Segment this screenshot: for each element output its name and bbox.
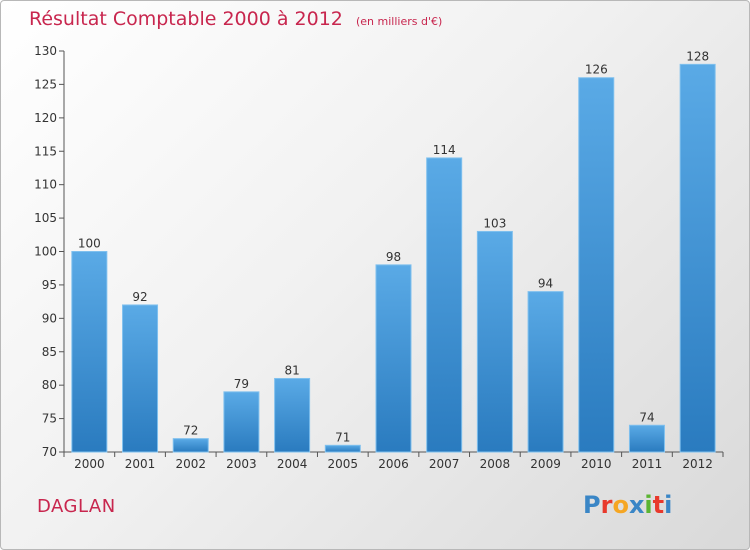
y-tick-label: 130 (34, 44, 57, 58)
value-label-2001: 92 (132, 290, 147, 304)
y-tick-label: 75 (42, 412, 57, 426)
value-label-2012: 128 (686, 49, 709, 63)
value-label-2010: 126 (585, 63, 608, 77)
chart-title: Résultat Comptable 2000 à 2012 (29, 8, 343, 30)
y-tick-label: 90 (42, 311, 57, 325)
value-label-2006: 98 (386, 250, 401, 264)
commune-name: DAGLAN (37, 496, 116, 517)
bar-2012 (679, 63, 716, 453)
y-tick-label: 120 (34, 111, 57, 125)
y-tick-label: 110 (34, 178, 57, 192)
x-tick-label-2005: 2005 (328, 457, 359, 471)
y-tick-label: 85 (42, 345, 57, 359)
bar-2005 (324, 444, 361, 453)
bar-2008 (476, 230, 513, 453)
x-tick-label-2001: 2001 (125, 457, 156, 471)
value-label-2000: 100 (78, 237, 101, 251)
y-tick-label: 70 (42, 445, 57, 459)
y-tick-label: 105 (34, 211, 57, 225)
x-tick-label-2009: 2009 (530, 457, 561, 471)
logo-letter: t (652, 491, 665, 519)
x-tick-label-2002: 2002 (175, 457, 206, 471)
value-label-2011: 74 (639, 410, 654, 424)
logo-letter: i (664, 491, 673, 519)
x-tick-label-2003: 2003 (226, 457, 257, 471)
bar-2010 (578, 77, 615, 453)
x-tick-label-2006: 2006 (378, 457, 409, 471)
x-tick-label-2011: 2011 (632, 457, 663, 471)
bar-2000 (71, 251, 108, 453)
value-label-2009: 94 (538, 277, 553, 291)
value-label-2002: 72 (183, 424, 198, 438)
logo-letter: P (583, 491, 601, 519)
y-tick-label: 100 (34, 245, 57, 259)
bar-2002 (172, 438, 209, 453)
bar-2007 (426, 157, 463, 453)
value-label-2007: 114 (433, 143, 456, 157)
y-tick-label: 95 (42, 278, 57, 292)
bar-2001 (122, 304, 159, 453)
chart-unit: (en milliers d'€) (355, 15, 443, 28)
x-tick-label-2004: 2004 (277, 457, 308, 471)
value-label-2004: 81 (284, 363, 299, 377)
x-tick-label-2012: 2012 (682, 457, 713, 471)
y-tick-label: 80 (42, 378, 57, 392)
logo-letter: r (600, 491, 613, 519)
x-tick-label-2008: 2008 (480, 457, 511, 471)
chart-title-block: Résultat Comptable 2000 à 2012 (en milli… (29, 8, 442, 30)
value-label-2003: 79 (234, 377, 249, 391)
y-tick-label: 115 (34, 144, 57, 158)
logo-letter: i (644, 491, 653, 519)
bar-2006 (375, 264, 412, 453)
logo-letter: x (628, 491, 645, 519)
value-label-2008: 103 (483, 216, 506, 230)
value-label-2005: 71 (335, 430, 350, 444)
proxiti-logo: Proxiti (583, 491, 672, 519)
bar-2011 (628, 424, 665, 453)
bar-2004 (274, 377, 311, 453)
y-tick-label: 125 (34, 77, 57, 91)
x-tick-label-2010: 2010 (581, 457, 612, 471)
x-tick-label-2000: 2000 (74, 457, 105, 471)
bar-2003 (223, 391, 260, 453)
bar-2009 (527, 291, 564, 453)
logo-letter: o (612, 491, 629, 519)
x-tick-label-2007: 2007 (429, 457, 460, 471)
